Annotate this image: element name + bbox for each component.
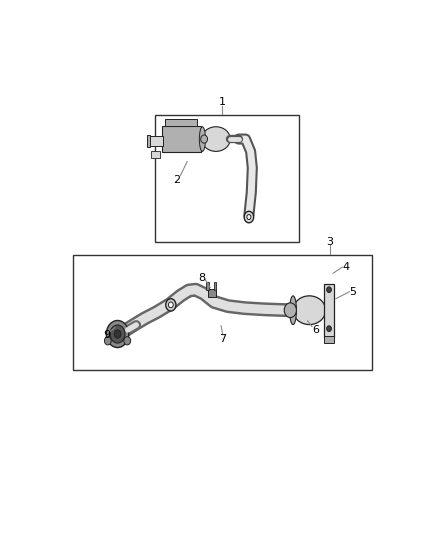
- Ellipse shape: [290, 296, 297, 325]
- Bar: [162, 125, 201, 152]
- Text: 1: 1: [219, 97, 226, 107]
- Circle shape: [247, 215, 251, 220]
- Circle shape: [166, 298, 176, 311]
- Text: 2: 2: [173, 175, 180, 185]
- Circle shape: [110, 325, 125, 343]
- Ellipse shape: [202, 127, 230, 151]
- Bar: [206, 282, 209, 290]
- Text: 6: 6: [312, 325, 319, 335]
- Circle shape: [327, 287, 332, 293]
- Bar: [324, 336, 334, 343]
- Circle shape: [284, 303, 297, 318]
- Circle shape: [327, 326, 332, 332]
- Text: 4: 4: [343, 262, 350, 272]
- Text: 5: 5: [349, 287, 356, 297]
- Circle shape: [124, 337, 131, 345]
- Bar: [149, 136, 163, 146]
- Ellipse shape: [293, 296, 325, 325]
- Circle shape: [114, 330, 121, 338]
- Circle shape: [169, 302, 173, 308]
- Bar: [148, 135, 150, 147]
- Bar: [208, 289, 215, 297]
- Circle shape: [104, 337, 111, 345]
- Text: 8: 8: [198, 273, 205, 283]
- Text: 7: 7: [219, 334, 226, 344]
- Bar: [165, 119, 197, 125]
- Circle shape: [244, 211, 254, 223]
- Text: 9: 9: [103, 330, 110, 340]
- Bar: [214, 282, 216, 290]
- Circle shape: [106, 320, 129, 348]
- Bar: [74, 255, 372, 370]
- Bar: [155, 115, 299, 243]
- Circle shape: [201, 135, 208, 143]
- Bar: [324, 284, 334, 337]
- Text: 3: 3: [326, 237, 333, 247]
- Ellipse shape: [199, 127, 205, 151]
- Bar: [152, 151, 160, 158]
